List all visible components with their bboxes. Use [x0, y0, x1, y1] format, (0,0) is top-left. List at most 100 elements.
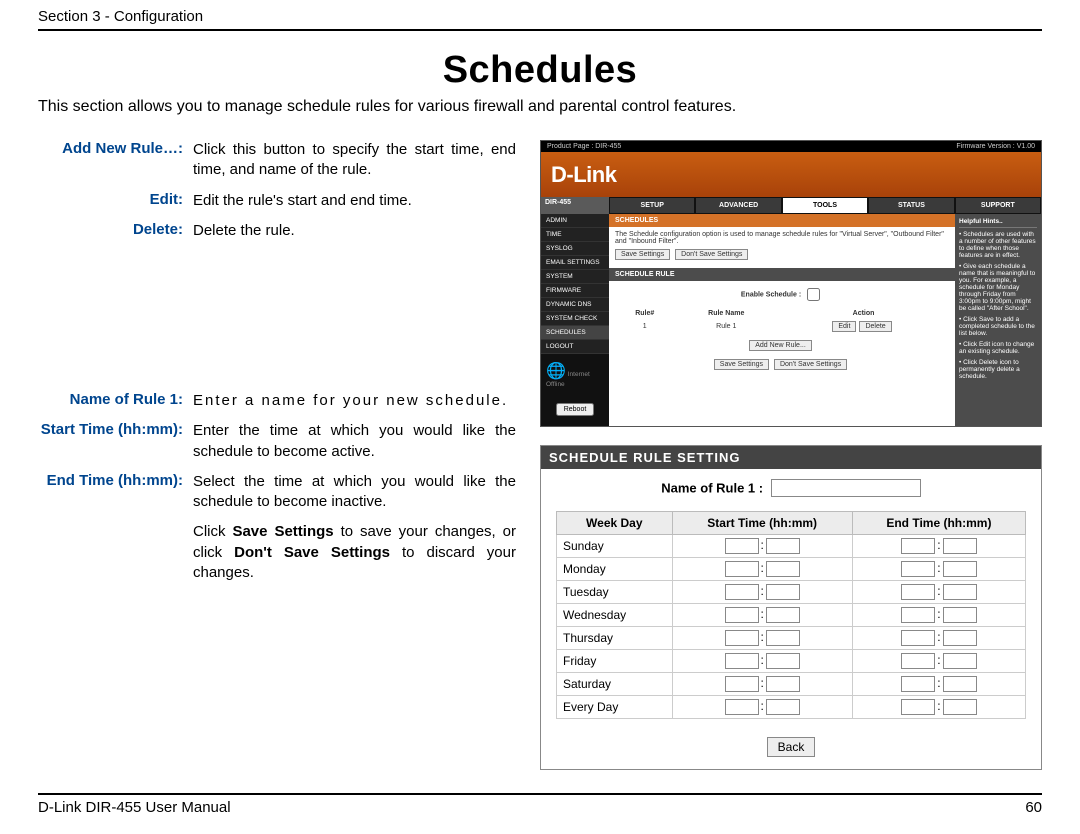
day-cell: Wednesday	[557, 603, 673, 626]
table-row: Tuesday::	[557, 580, 1026, 603]
end-mm-input[interactable]	[943, 630, 977, 646]
side-admin[interactable]: ADMIN	[541, 214, 609, 228]
end-mm-input[interactable]	[943, 676, 977, 692]
tab-setup[interactable]: SETUP	[609, 197, 695, 214]
schedule-rule-head: SCHEDULE RULE	[609, 268, 955, 281]
def-label: Delete:	[38, 221, 193, 241]
def-label: Name of Rule 1:	[38, 391, 193, 411]
end-hh-input[interactable]	[901, 699, 935, 715]
page-title: Schedules	[38, 49, 1042, 92]
rule-name: Rule 1	[674, 319, 778, 334]
def-desc: Enter the time at which you would like t…	[193, 421, 516, 462]
side-ddns[interactable]: DYNAMIC DNS	[541, 298, 609, 312]
side-time[interactable]: TIME	[541, 228, 609, 242]
col-rulenum: Rule#	[615, 308, 674, 319]
hint-item: • Click Save to add a completed schedule…	[959, 316, 1037, 337]
footer-page-number: 60	[1025, 799, 1042, 816]
add-new-rule-button[interactable]: Add New Rule...	[749, 340, 812, 351]
table-row: Friday::	[557, 649, 1026, 672]
side-syscheck[interactable]: SYSTEM CHECK	[541, 312, 609, 326]
end-hh-input[interactable]	[901, 561, 935, 577]
save-settings-button[interactable]: Save Settings	[615, 249, 670, 260]
def-desc: Edit the rule's start and end time.	[193, 191, 516, 211]
enable-schedule-checkbox[interactable]	[807, 288, 820, 301]
table-row: Every Day::	[557, 695, 1026, 718]
start-hh-input[interactable]	[725, 676, 759, 692]
tab-advanced[interactable]: ADVANCED	[695, 197, 781, 214]
firmware-label: Firmware Version : V1.00	[956, 143, 1035, 150]
end-hh-input[interactable]	[901, 607, 935, 623]
brand-bar: D-Link	[541, 152, 1041, 197]
end-mm-input[interactable]	[943, 584, 977, 600]
start-mm-input[interactable]	[766, 630, 800, 646]
tab-support[interactable]: SUPPORT	[955, 197, 1041, 214]
end-mm-input[interactable]	[943, 607, 977, 623]
end-hh-input[interactable]	[901, 538, 935, 554]
hint-item: • Click Edit icon to change an existing …	[959, 341, 1037, 355]
side-logout[interactable]: LOGOUT	[541, 340, 609, 354]
start-hh-input[interactable]	[725, 538, 759, 554]
col-rulename: Rule Name	[674, 308, 778, 319]
tab-status[interactable]: STATUS	[868, 197, 954, 214]
hint-item: • Click Delete icon to permanently delet…	[959, 359, 1037, 380]
dont-save-button[interactable]: Don't Save Settings	[675, 249, 748, 260]
side-syslog[interactable]: SYSLOG	[541, 242, 609, 256]
side-email[interactable]: EMAIL SETTINGS	[541, 256, 609, 270]
table-row: Monday::	[557, 557, 1026, 580]
start-hh-input[interactable]	[725, 653, 759, 669]
intro-text: This section allows you to manage schedu…	[38, 98, 1042, 116]
start-hh-input[interactable]	[725, 561, 759, 577]
table-row: Wednesday::	[557, 603, 1026, 626]
def-label: Edit:	[38, 191, 193, 211]
end-hh-input[interactable]	[901, 584, 935, 600]
table-row: Thursday::	[557, 626, 1026, 649]
day-cell: Thursday	[557, 626, 673, 649]
def-label: Start Time (hh:mm):	[38, 421, 193, 462]
def-label: Add New Rule…:	[38, 140, 193, 181]
col-action: Action	[778, 308, 949, 319]
hint-item: • Give each schedule a name that is mean…	[959, 263, 1037, 312]
start-mm-input[interactable]	[766, 676, 800, 692]
start-mm-input[interactable]	[766, 653, 800, 669]
dont-save-button-2[interactable]: Don't Save Settings	[774, 359, 847, 370]
brand-logo: D-Link	[551, 162, 616, 188]
start-mm-input[interactable]	[766, 538, 800, 554]
def-desc: Select the time at which you would like …	[193, 472, 516, 513]
end-hh-input[interactable]	[901, 676, 935, 692]
side-schedules[interactable]: SCHEDULES	[541, 326, 609, 340]
delete-button[interactable]: Delete	[859, 321, 891, 332]
end-mm-input[interactable]	[943, 653, 977, 669]
schedules-panel-text: The Schedule configuration option is use…	[615, 231, 949, 245]
reboot-button[interactable]: Reboot	[556, 403, 595, 416]
start-mm-input[interactable]	[766, 584, 800, 600]
day-cell: Friday	[557, 649, 673, 672]
start-hh-input[interactable]	[725, 607, 759, 623]
side-firmware[interactable]: FIRMWARE	[541, 284, 609, 298]
start-hh-input[interactable]	[725, 584, 759, 600]
enable-schedule-label: Enable Schedule :	[741, 291, 801, 298]
schedule-table: Week Day Start Time (hh:mm) End Time (hh…	[556, 511, 1026, 719]
end-hh-input[interactable]	[901, 630, 935, 646]
edit-button[interactable]: Edit	[832, 321, 856, 332]
start-mm-input[interactable]	[766, 607, 800, 623]
name-of-rule-label: Name of Rule 1 :	[661, 480, 763, 495]
globe-icon: 🌐	[546, 363, 566, 380]
tab-tools[interactable]: TOOLS	[782, 197, 868, 214]
start-hh-input[interactable]	[725, 699, 759, 715]
end-mm-input[interactable]	[943, 699, 977, 715]
start-mm-input[interactable]	[766, 561, 800, 577]
rule-name-input[interactable]	[771, 479, 921, 497]
day-cell: Sunday	[557, 534, 673, 557]
end-hh-input[interactable]	[901, 653, 935, 669]
back-button[interactable]: Back	[767, 737, 816, 757]
save-settings-button-2[interactable]: Save Settings	[714, 359, 769, 370]
start-hh-input[interactable]	[725, 630, 759, 646]
day-cell: Every Day	[557, 695, 673, 718]
definitions-column: Add New Rule…: Click this button to spec…	[38, 140, 516, 770]
rule-number: 1	[615, 319, 674, 334]
end-mm-input[interactable]	[943, 561, 977, 577]
start-mm-input[interactable]	[766, 699, 800, 715]
side-system[interactable]: SYSTEM	[541, 270, 609, 284]
end-mm-input[interactable]	[943, 538, 977, 554]
internet-status: 🌐 Internet Offline	[541, 354, 609, 397]
